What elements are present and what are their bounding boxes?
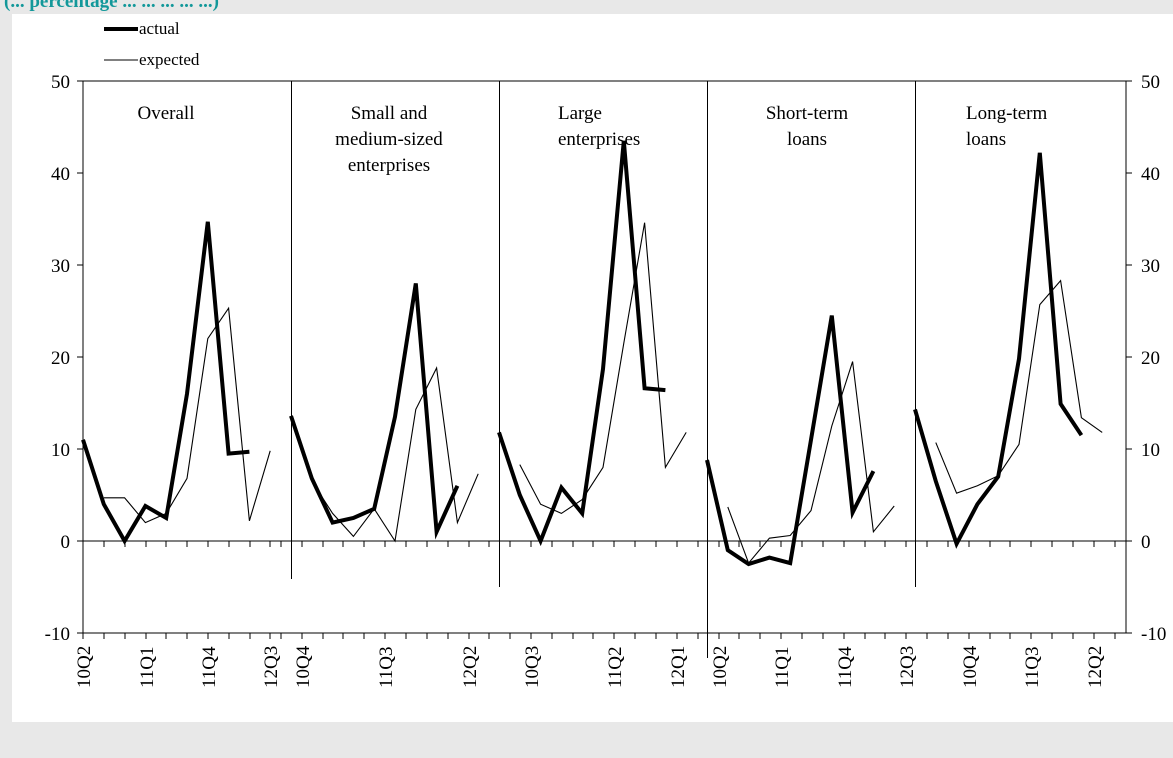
x-tick-label: 12Q1 <box>668 646 689 688</box>
series-actual-line <box>497 140 666 547</box>
x-tick-label: 11Q1 <box>137 646 158 688</box>
x-tick-label: 12Q2 <box>460 646 481 688</box>
panel-label: Overall <box>138 103 195 124</box>
y-tick-label-left: 10 <box>51 440 70 461</box>
x-tick-label: 10Q3 <box>522 646 543 688</box>
y-tick-label-left: 50 <box>51 72 70 93</box>
x-tick-label: 10Q2 <box>74 646 95 688</box>
series-actual-line <box>705 315 876 567</box>
x-tick-label: 11Q3 <box>376 646 397 688</box>
panel-label: medium-sized <box>335 129 443 150</box>
legend-label-expected: expected <box>139 50 200 69</box>
panel-label: Short-term <box>766 103 849 124</box>
y-tick-label-left: 40 <box>51 164 70 185</box>
axes-group <box>77 80 1132 658</box>
x-tick-label: 10Q4 <box>293 645 314 688</box>
x-tick-label: 11Q3 <box>1022 646 1043 688</box>
panel-label: Long-term <box>966 103 1047 124</box>
x-tick-label: 10Q4 <box>960 645 981 688</box>
panel-label: Small and <box>351 103 428 124</box>
y-tick-label-right: 30 <box>1141 256 1160 277</box>
x-tick-label: 12Q3 <box>897 646 918 688</box>
x-tick-label: 11Q2 <box>605 646 626 688</box>
y-tick-label-left: 30 <box>51 256 70 277</box>
x-tick-label: 11Q1 <box>772 646 793 688</box>
series-expected-line <box>311 366 479 543</box>
panel-label: enterprises <box>558 129 640 150</box>
series-expected-line <box>103 306 271 524</box>
series-actual-line <box>81 221 250 545</box>
y-tick-label-right: 50 <box>1141 72 1160 93</box>
legend-label-actual: actual <box>139 19 180 38</box>
chart-title: (... percentage ... ... ... ... ...) <box>4 0 219 12</box>
panel-label: loans <box>787 129 827 150</box>
panel-label: Large <box>558 103 602 124</box>
series-actual-line <box>289 283 460 540</box>
chart-svg: -10 -10 0 0 10 10 20 20 30 30 40 40 50 50 Overall 10Q2 1… <box>45 19 1167 688</box>
y-tick-label-right: 40 <box>1141 164 1160 185</box>
y-tick-label-right: 10 <box>1141 440 1160 461</box>
panel-label: enterprises <box>348 155 430 176</box>
x-tick-label: 11Q4 <box>835 646 856 688</box>
series-expected-line <box>727 361 895 565</box>
series-expected-line <box>935 279 1103 494</box>
series-actual-line <box>913 152 1084 549</box>
y-tick-label-right: 0 <box>1141 532 1151 553</box>
y-tick-label-right: -10 <box>1141 624 1166 645</box>
panel-label: loans <box>966 129 1006 150</box>
x-tick-label: 12Q3 <box>261 646 282 688</box>
y-tick-label-left: -10 <box>45 624 70 645</box>
legend: actual expected <box>104 19 200 69</box>
x-tick-label: 10Q2 <box>710 646 731 688</box>
x-tick-label: 12Q2 <box>1085 646 1106 688</box>
y-tick-label-left: 0 <box>61 532 71 553</box>
labels-group: -10 -10 0 0 10 10 20 20 30 30 40 40 50 50 Overall 10Q2 1… <box>45 72 1167 688</box>
y-tick-label-left: 20 <box>51 348 70 369</box>
series-group <box>81 140 1103 567</box>
plot-area: -10 -10 0 0 10 10 20 20 30 30 40 40 50 50 Overall 10Q2 1… <box>12 14 1173 722</box>
y-tick-label-right: 20 <box>1141 348 1160 369</box>
x-tick-label: 11Q4 <box>199 646 220 688</box>
series-expected-line <box>519 222 687 515</box>
